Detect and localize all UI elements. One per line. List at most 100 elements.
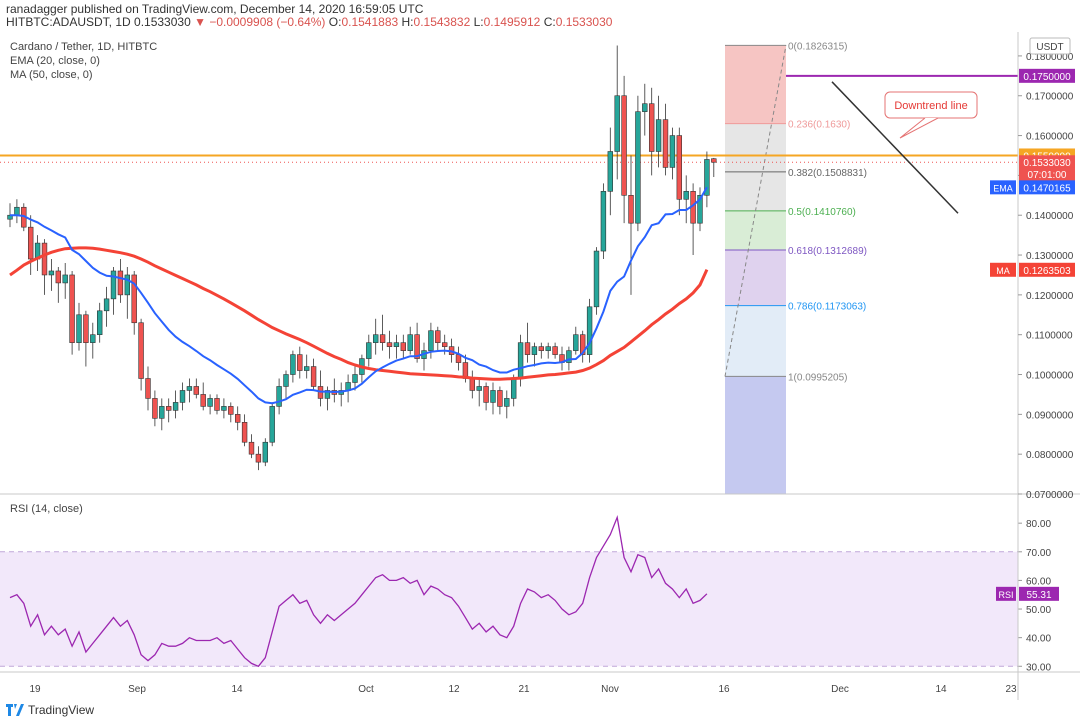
price-tick-label: 0.1800000 xyxy=(1026,52,1074,63)
candle-body xyxy=(76,314,82,343)
brand-name: TradingView xyxy=(28,703,95,717)
rsi-tick-label: 80.00 xyxy=(1026,519,1051,530)
candle-body xyxy=(400,342,406,351)
price-tick-label: 0.0800000 xyxy=(1026,450,1074,461)
candle-body xyxy=(407,334,413,351)
candle-body xyxy=(276,386,282,407)
candle-body xyxy=(14,206,20,216)
candle-body xyxy=(607,151,614,192)
candle-body xyxy=(186,386,193,391)
fib-zone xyxy=(725,249,786,306)
candle-body xyxy=(635,111,641,224)
price-badge-label: 0.1533030 xyxy=(1023,158,1071,169)
candle-body xyxy=(628,195,634,224)
candle-body xyxy=(428,330,434,351)
time-tick-label: 14 xyxy=(935,684,947,695)
header: ranadagger published on TradingView.com,… xyxy=(0,0,1080,30)
price-badge-label: 0.1470165 xyxy=(1023,183,1071,194)
price-tick-label: 0.1700000 xyxy=(1026,92,1074,103)
time-tick-label: 23 xyxy=(1005,684,1017,695)
candle-body xyxy=(62,274,68,284)
time-tick-label: 16 xyxy=(718,684,730,695)
close-label: C: xyxy=(543,15,556,29)
close-value: 0.1533030 xyxy=(555,15,613,29)
candle-body xyxy=(524,342,531,355)
candle-body xyxy=(290,354,296,375)
candle-body xyxy=(711,158,717,163)
fib-zone xyxy=(725,210,786,250)
candle-body xyxy=(621,95,627,196)
rsi-tag xyxy=(996,586,1016,601)
low-value: 0.1495912 xyxy=(483,15,541,29)
price-badge xyxy=(1019,155,1075,170)
candle-body xyxy=(379,334,386,343)
chart-area[interactable]: 0(0.1826315) 0.236(0.1630) 0.382(0.1508831… xyxy=(0,32,1080,702)
fib-level-label: 0.236(0.1630) xyxy=(788,120,850,131)
high-label: H: xyxy=(401,15,414,29)
legend-ma: MA (50, close, 0) xyxy=(10,69,93,81)
rsi-line xyxy=(9,515,708,668)
candle-body xyxy=(697,195,703,224)
candle-body xyxy=(497,390,503,407)
candle-body xyxy=(303,366,310,371)
price-tick-label: 0.1000000 xyxy=(1026,371,1074,382)
footer: TradingView xyxy=(6,703,94,717)
fib-zone-extension xyxy=(725,376,786,494)
rsi-legend: RSI (14, close) xyxy=(10,502,83,516)
candle-body xyxy=(366,342,372,359)
candle-body xyxy=(476,386,482,391)
candle-body xyxy=(586,306,593,355)
rsi-tick-label: 70.00 xyxy=(1026,548,1051,559)
ohlc-line: HITBTC:ADAUSDT, 1D 0.1533030 ▼ −0.000990… xyxy=(6,15,612,29)
price-badge-label: 0.1263503 xyxy=(1023,266,1071,277)
candle-body xyxy=(538,346,545,351)
price-tick-label: 0.1100000 xyxy=(1026,331,1073,342)
time-tick-label: 12 xyxy=(448,684,460,695)
candle-body xyxy=(152,398,158,419)
legend-symbol: Cardano / Tether, 1D, HITBTC xyxy=(10,41,158,53)
candle-body xyxy=(131,274,137,324)
currency-badge xyxy=(1029,37,1071,55)
currency-label: USDT xyxy=(1036,42,1063,53)
candle-body xyxy=(207,398,213,407)
candle-body xyxy=(386,342,393,347)
candle-body xyxy=(510,378,517,399)
candle-body xyxy=(504,398,510,407)
tradingview-logo-icon xyxy=(6,704,24,716)
candle-body xyxy=(69,274,75,343)
candle-body xyxy=(566,350,572,363)
price-tick-label: 0.1200000 xyxy=(1026,291,1074,302)
candle-body xyxy=(531,346,538,355)
candle-body xyxy=(214,398,220,411)
price-badge xyxy=(1019,262,1075,277)
candle-body xyxy=(600,191,607,252)
price-badge xyxy=(1019,167,1075,182)
candle-body xyxy=(269,406,275,443)
rsi-tick-label: 50.00 xyxy=(1026,605,1051,616)
price-badge-label: 07:01:00 xyxy=(1028,170,1067,181)
candle-body xyxy=(41,242,48,276)
time-tick-label: 21 xyxy=(518,684,530,695)
price-chart[interactable]: 0(0.1826315) 0.236(0.1630) 0.382(0.1508831… xyxy=(0,32,1080,702)
price-tick-label: 0.1400000 xyxy=(1026,211,1074,222)
candle-body xyxy=(255,453,262,463)
candle-body xyxy=(241,422,248,443)
time-tick-label: Nov xyxy=(601,684,619,695)
candle-body xyxy=(228,406,234,415)
candle-body xyxy=(159,406,165,419)
candle-body xyxy=(27,226,34,260)
candle-body xyxy=(124,274,131,296)
candle-body xyxy=(704,159,710,196)
candle-body xyxy=(545,346,551,351)
main-legend: Cardano / Tether, 1D, HITBTC EMA (20, cl… xyxy=(10,40,157,82)
rsi-tag-label: RSI xyxy=(998,590,1013,600)
price-tick-label: 0.1300000 xyxy=(1026,251,1074,262)
fib-level-label: 1(0.0995205) xyxy=(788,372,848,383)
candle-body xyxy=(669,135,676,168)
candle-body xyxy=(683,191,689,200)
time-tick-label: 19 xyxy=(29,684,41,695)
candle-body xyxy=(97,310,103,335)
candle-body xyxy=(235,414,241,423)
indicator-tag xyxy=(990,180,1016,195)
open-label: O: xyxy=(328,15,342,29)
